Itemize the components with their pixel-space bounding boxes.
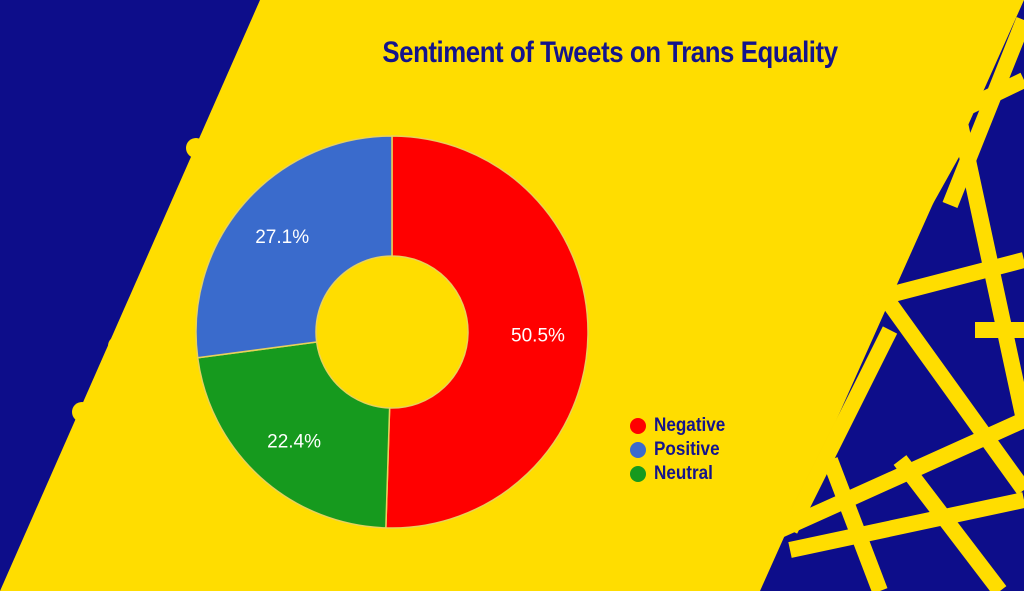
legend-label: Positive xyxy=(654,439,720,460)
donut-slice-positive xyxy=(195,135,393,359)
polka-dot xyxy=(172,218,192,238)
data-label-negative: 50.5% xyxy=(511,325,565,346)
donut-slice-negative xyxy=(385,135,589,529)
polka-dot xyxy=(72,402,92,422)
legend-item-negative: Negative xyxy=(630,414,733,438)
legend-dot-icon xyxy=(630,442,646,458)
polka-dot xyxy=(52,472,72,492)
polka-dot xyxy=(34,550,54,570)
legend-label: Neutral xyxy=(654,463,713,484)
legend-item-positive: Positive xyxy=(630,438,733,462)
polka-dot xyxy=(186,138,206,158)
polka-dot xyxy=(108,336,128,356)
data-label-neutral: 22.4% xyxy=(267,431,321,452)
data-label-positive: 27.1% xyxy=(255,227,309,248)
legend-dot-icon xyxy=(630,466,646,482)
legend-label: Negative xyxy=(654,415,726,436)
polka-dot xyxy=(134,294,154,314)
yellow-web-lines xyxy=(776,17,1024,591)
chart-title: Sentiment of Tweets on Trans Equality xyxy=(382,36,838,69)
legend: Negative Positive Neutral xyxy=(630,414,733,486)
polka-dots xyxy=(34,138,206,570)
legend-item-neutral: Neutral xyxy=(630,462,733,486)
donut-slice-neutral xyxy=(196,341,391,529)
legend-dot-icon xyxy=(630,418,646,434)
